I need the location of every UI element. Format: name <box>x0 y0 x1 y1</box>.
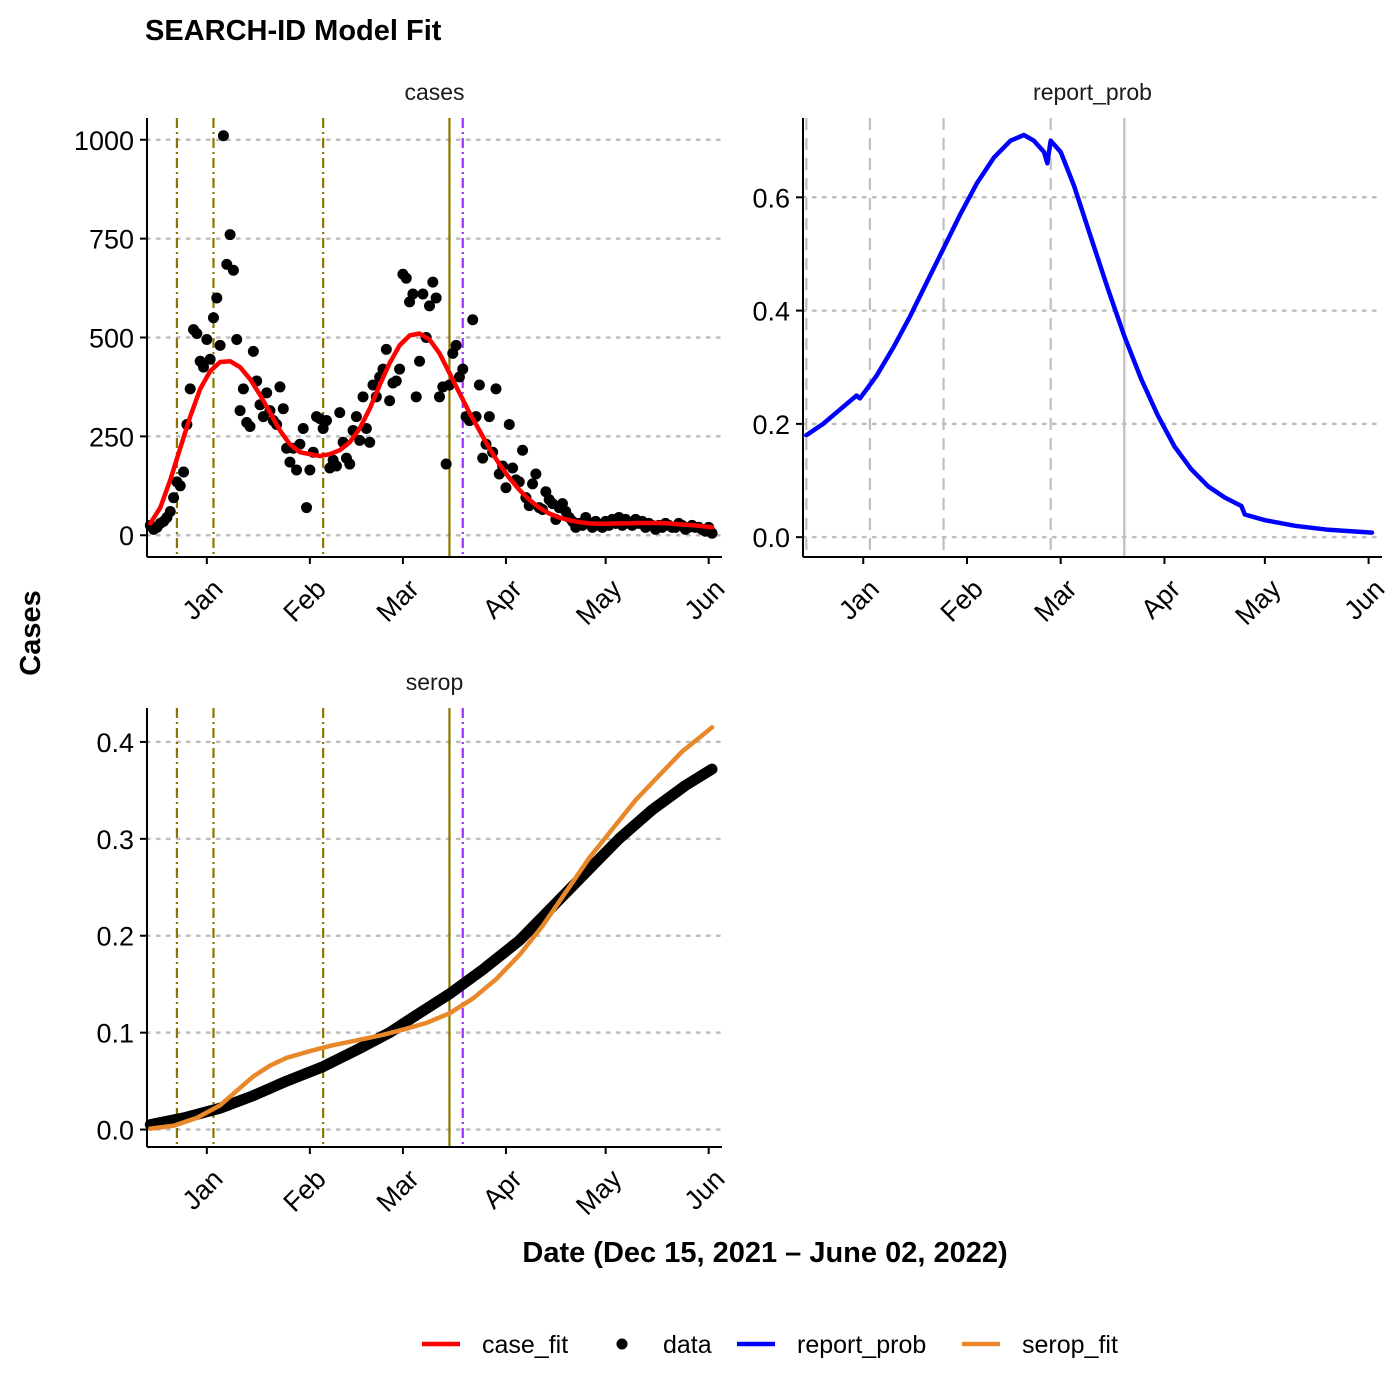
data-point <box>417 288 429 300</box>
data-point <box>304 464 316 476</box>
strip-label: cases <box>404 79 464 105</box>
data-point <box>330 460 342 472</box>
data-point <box>517 444 529 456</box>
data-point <box>237 383 249 395</box>
data-point <box>527 478 539 490</box>
y-tick-label: 0.2 <box>752 410 790 440</box>
data-point <box>344 458 356 470</box>
data-point <box>380 343 392 355</box>
data-point <box>174 480 186 492</box>
data-point <box>384 395 396 407</box>
data-point <box>483 411 495 423</box>
data-line <box>144 763 718 1131</box>
data-point <box>168 492 180 504</box>
data-point <box>400 272 412 284</box>
data-point <box>227 264 239 276</box>
case_fit-line <box>148 331 715 530</box>
data-point <box>450 339 462 351</box>
y-tick-label: 0.6 <box>752 183 790 213</box>
y-tick-label: 0.4 <box>752 297 790 327</box>
data-point <box>294 438 306 450</box>
y-tick-label: 0.2 <box>96 922 134 952</box>
data-point <box>507 462 519 474</box>
y-axis-title: Cases <box>15 590 47 675</box>
data-point <box>284 456 296 468</box>
data-point <box>500 482 512 494</box>
data-point <box>364 436 376 448</box>
data-point <box>261 387 273 399</box>
data-point <box>530 468 542 480</box>
y-tick-label: 0.1 <box>96 1019 134 1049</box>
data-point <box>414 355 426 367</box>
data-point <box>164 506 176 518</box>
data-point <box>357 391 369 403</box>
legend-label: serop_fit <box>1022 1331 1118 1359</box>
y-tick-label: 0.0 <box>752 523 790 553</box>
legend-label: case_fit <box>482 1331 568 1359</box>
y-tick-label: 0 <box>119 521 134 551</box>
y-tick-label: 1000 <box>74 126 134 156</box>
data-point <box>390 375 402 387</box>
data-point <box>244 420 256 432</box>
data-point <box>706 527 718 539</box>
data-point <box>274 381 286 393</box>
report_prob-line <box>804 132 1375 535</box>
strip-label: serop <box>406 669 464 695</box>
data-point <box>178 466 190 478</box>
data-point <box>320 415 332 427</box>
data-point <box>477 452 489 464</box>
figure-title: SEARCH-ID Model Fit <box>145 15 442 47</box>
data-point <box>473 379 485 391</box>
data-point <box>211 292 223 304</box>
data-point <box>191 328 203 340</box>
data-point <box>224 229 236 241</box>
data-point <box>291 464 303 476</box>
data-point <box>433 391 445 403</box>
data-point <box>354 434 366 446</box>
data-point <box>198 361 210 373</box>
y-tick-label: 0.3 <box>96 825 134 855</box>
legend-label: report_prob <box>797 1331 926 1359</box>
data-point <box>503 419 515 431</box>
data-point <box>424 300 436 312</box>
data-point <box>204 353 216 365</box>
x-axis-title: Date (Dec 15, 2021 – June 02, 2022) <box>522 1237 1007 1269</box>
serop_fit-line <box>148 725 715 1131</box>
data-point <box>457 363 469 375</box>
y-tick-label: 500 <box>89 324 134 354</box>
data-point <box>234 405 246 417</box>
data-point <box>367 379 379 391</box>
data-point <box>201 333 213 345</box>
data-point <box>247 345 259 357</box>
y-tick-label: 0.4 <box>96 728 134 758</box>
data-point <box>217 130 229 142</box>
data-point <box>394 363 406 375</box>
data-point <box>350 411 362 423</box>
data-point <box>207 312 219 324</box>
data-point <box>301 502 313 514</box>
y-tick-label: 0.0 <box>96 1116 134 1146</box>
data-point <box>407 288 419 300</box>
data-point <box>440 458 452 470</box>
legend-label: data <box>663 1331 712 1359</box>
data-point <box>427 276 439 288</box>
data-point <box>184 383 196 395</box>
data-point <box>490 383 502 395</box>
data-point <box>214 339 226 351</box>
data-point <box>410 391 422 403</box>
data-point <box>231 333 243 345</box>
data-point <box>297 422 309 434</box>
y-tick-label: 250 <box>89 422 134 452</box>
legend-key-data <box>616 1338 628 1350</box>
data-point <box>467 314 479 326</box>
y-tick-label: 750 <box>89 225 134 255</box>
data-point <box>430 292 442 304</box>
data-point <box>334 407 346 419</box>
strip-label: report_prob <box>1033 79 1152 105</box>
legend: case_fit data report_prob serop_fit <box>422 1331 1118 1359</box>
data-point <box>277 403 289 415</box>
